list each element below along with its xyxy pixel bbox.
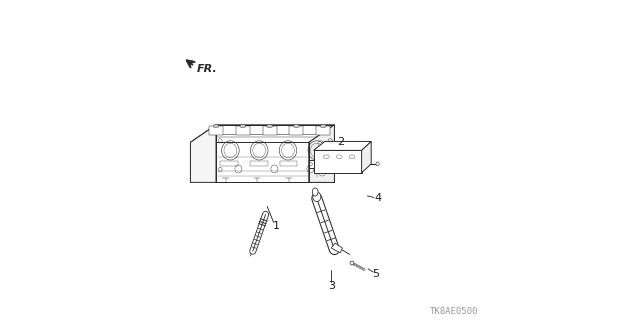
- Polygon shape: [209, 126, 223, 135]
- Polygon shape: [309, 125, 334, 182]
- Polygon shape: [314, 150, 362, 173]
- Polygon shape: [191, 125, 334, 142]
- Text: 2: 2: [337, 137, 344, 148]
- Polygon shape: [262, 126, 276, 135]
- Ellipse shape: [310, 163, 312, 166]
- Polygon shape: [332, 243, 342, 253]
- Ellipse shape: [376, 162, 380, 166]
- Polygon shape: [191, 125, 216, 182]
- Text: TK8AE0500: TK8AE0500: [430, 307, 479, 316]
- Polygon shape: [362, 141, 371, 173]
- Polygon shape: [216, 125, 334, 182]
- Text: 4: 4: [374, 193, 381, 204]
- Polygon shape: [314, 141, 371, 150]
- Text: 1: 1: [273, 220, 280, 231]
- Polygon shape: [289, 126, 303, 135]
- Ellipse shape: [294, 124, 300, 128]
- Polygon shape: [316, 126, 330, 135]
- Text: 5: 5: [372, 268, 380, 279]
- Text: FR.: FR.: [197, 64, 218, 74]
- Ellipse shape: [350, 261, 354, 265]
- Ellipse shape: [240, 124, 246, 128]
- Ellipse shape: [312, 188, 318, 196]
- Ellipse shape: [321, 124, 326, 128]
- Ellipse shape: [267, 124, 273, 128]
- Polygon shape: [236, 126, 250, 135]
- Ellipse shape: [213, 124, 219, 128]
- Polygon shape: [309, 160, 314, 168]
- Text: 3: 3: [328, 281, 335, 292]
- Ellipse shape: [313, 192, 321, 202]
